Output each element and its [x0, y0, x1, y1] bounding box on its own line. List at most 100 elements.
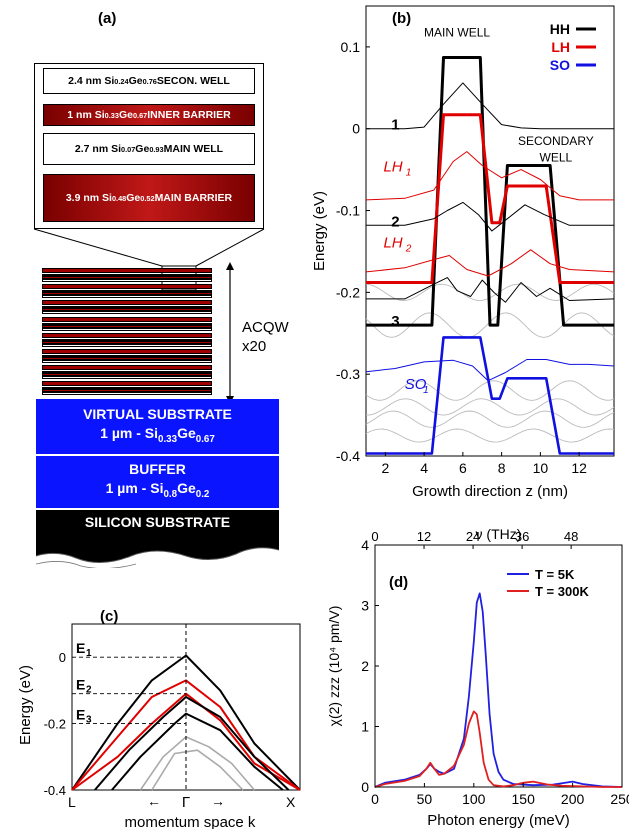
grey-state-line: [365, 380, 615, 401]
series-lh2: [365, 249, 615, 277]
stack-layer: [42, 279, 212, 282]
stack-layer: [42, 300, 212, 306]
x-tick-label: 150: [512, 791, 536, 807]
stack-layer: [42, 387, 212, 390]
lh2-label: LH: [383, 234, 402, 251]
level-sub: 3: [86, 715, 92, 726]
stack-label: ACQW x20: [242, 319, 289, 355]
series-lh1: [365, 151, 614, 201]
y-tick-label: 3: [361, 598, 369, 614]
x-tick-label: 0: [371, 791, 379, 807]
layer-inner-barrier: 1 nm Si 0.33 Ge 0.67 INNER BARRIER: [43, 104, 255, 126]
stack-layer: [42, 268, 212, 273]
panel-a-label: (a): [98, 10, 117, 27]
stack-layer: [42, 389, 212, 393]
top-x-tick-label: 0: [371, 529, 378, 544]
stack-layer: [42, 322, 212, 325]
y-axis-label: χ(2) zzz (10⁴ pm/V): [326, 606, 342, 727]
panel-d-label: (d): [389, 574, 408, 591]
level-sub: 2: [86, 685, 92, 696]
legend-label: T = 5K: [535, 567, 575, 582]
stack-layer: [42, 340, 212, 344]
layer-main-well: 2.7 nm Si 0.07 Ge 0.93 MAIN WELL: [43, 133, 255, 165]
y-axis-label: Energy (eV): [311, 191, 328, 271]
y-tick-label: -0.4: [44, 783, 66, 798]
so1-sub: 1: [423, 385, 429, 396]
level-label: E: [76, 677, 85, 693]
y-tick-label: 0.1: [341, 39, 361, 55]
top-x-tick-label: 24: [466, 529, 480, 544]
top-x-axis-label: ν (THz): [476, 526, 522, 542]
stack-layer: [42, 381, 212, 387]
x-tick-label: 12: [571, 460, 587, 476]
y-tick-label: -0.1: [336, 203, 360, 219]
x-tick-label-x: X: [286, 794, 296, 810]
y-tick-label: 0: [352, 121, 360, 137]
stack-arrow: [226, 262, 234, 404]
stack-layer: [42, 332, 212, 338]
stack-layer: [42, 338, 212, 341]
x-tick-label: 250: [610, 791, 629, 807]
silicon-substrate: [36, 510, 279, 568]
series-line: [374, 592, 623, 788]
series-so1: [365, 359, 615, 382]
x-tick-label: 10: [533, 460, 549, 476]
x-tick-label: 2: [381, 460, 389, 476]
annotation-secondary: SECONDARY: [518, 134, 594, 148]
band-line: [139, 736, 256, 791]
level-1-label: 1: [391, 117, 399, 134]
stack-layer: [42, 324, 212, 328]
level-2-label: 2: [391, 213, 399, 230]
annotation-well: WELL: [540, 150, 573, 164]
y-tick-label: -0.3: [336, 366, 360, 382]
virtual-substrate: VIRTUAL SUBSTRATE 1 µm - Si0.33Ge0.67: [36, 399, 279, 454]
series-lh: [366, 113, 614, 284]
x-tick-label: 200: [561, 791, 585, 807]
x-tick-label: 50: [417, 791, 433, 807]
plot-frame: [365, 5, 615, 457]
level-label: E: [76, 640, 85, 656]
stack-layer: [42, 274, 212, 276]
silicon-substrate-label: SILICON SUBSTRATE: [84, 514, 231, 530]
x-axis-label: momentum space k: [125, 814, 256, 829]
x-tick-label: 6: [459, 460, 467, 476]
stack-layer: [42, 308, 212, 312]
grey-state-line: [365, 410, 615, 428]
panel-b-label: (b): [392, 10, 412, 27]
stack-layer: [42, 349, 212, 354]
grey-state-line: [365, 398, 615, 416]
stack-layer: [42, 295, 212, 299]
series-line: [374, 710, 622, 788]
top-x-tick-label: 36: [515, 529, 529, 544]
level-sub: 1: [86, 648, 92, 659]
y-tick-label: 1: [361, 719, 369, 735]
stack-layer: [42, 365, 212, 371]
stack-layer: [42, 311, 212, 315]
series-so: [366, 336, 614, 455]
legend-label: T = 300K: [535, 584, 589, 599]
series-hh3: [366, 277, 615, 303]
stack-layer: [42, 284, 212, 290]
y-tick-label: 2: [361, 658, 369, 674]
layer-secondary-well: 2.4 nm Si 0.24 Ge 0.76 SECON. WELL: [43, 68, 255, 94]
stack-layer: [42, 292, 212, 296]
stack-layer: [42, 360, 212, 363]
lh1-sub: 1: [406, 167, 412, 178]
stack-layer: [42, 306, 212, 309]
panel-c-label: (c): [100, 608, 119, 625]
x-tick-label: 4: [420, 460, 428, 476]
level-3-label: 3: [391, 313, 399, 330]
top-x-tick-label: 48: [564, 529, 578, 544]
x-tick-label-l: L: [68, 794, 76, 810]
band-line: [151, 749, 244, 791]
stack-layer: [42, 327, 212, 331]
stack-layer: [42, 392, 212, 396]
legend-label: LH: [551, 39, 570, 55]
level-label: E: [76, 707, 85, 723]
stack-layer: [42, 357, 212, 360]
left-arrow: ←: [147, 793, 161, 809]
plot-frame: [374, 544, 623, 788]
zoom-box: [34, 63, 264, 229]
x-tick-label: 8: [498, 460, 506, 476]
